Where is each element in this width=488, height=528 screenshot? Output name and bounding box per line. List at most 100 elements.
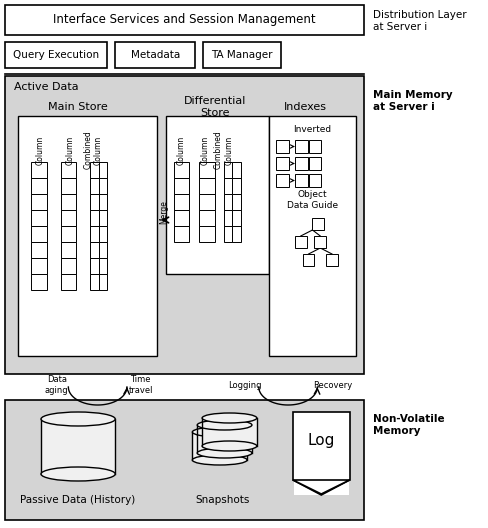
Bar <box>203 42 281 68</box>
Bar <box>18 116 157 356</box>
Bar <box>276 157 289 170</box>
Text: Data
aging: Data aging <box>45 375 68 395</box>
Bar <box>31 194 47 210</box>
Bar <box>99 226 107 242</box>
Bar <box>90 194 99 210</box>
Bar <box>174 210 189 226</box>
Bar <box>31 162 47 178</box>
Text: TA Manager: TA Manager <box>211 50 273 60</box>
Text: Non-Volatile
Memory: Non-Volatile Memory <box>373 414 445 436</box>
Bar <box>31 226 47 242</box>
Text: Object
Data Guide: Object Data Guide <box>287 190 338 210</box>
Bar <box>99 178 107 194</box>
Text: Distribution Layer
at Server i: Distribution Layer at Server i <box>373 10 467 32</box>
Bar <box>61 274 76 290</box>
Bar <box>199 178 215 194</box>
Ellipse shape <box>202 413 257 423</box>
Bar <box>192 432 247 460</box>
Bar <box>224 226 232 242</box>
Bar <box>268 116 356 356</box>
Bar <box>312 218 324 230</box>
Bar <box>5 42 107 68</box>
Bar <box>166 116 268 274</box>
Bar <box>5 76 364 374</box>
Text: Query Execution: Query Execution <box>13 50 99 60</box>
Bar <box>295 157 307 170</box>
Bar <box>61 210 76 226</box>
Text: Inverted: Inverted <box>293 126 331 135</box>
Bar <box>99 242 107 258</box>
Text: Combined
Column: Combined Column <box>83 130 102 169</box>
Bar <box>174 178 189 194</box>
Bar <box>61 242 76 258</box>
Bar <box>202 418 257 446</box>
Bar <box>99 258 107 274</box>
Bar <box>90 162 99 178</box>
Bar <box>293 412 349 480</box>
Ellipse shape <box>197 448 252 458</box>
Bar <box>199 194 215 210</box>
Ellipse shape <box>197 420 252 430</box>
Bar <box>31 242 47 258</box>
Bar <box>61 194 76 210</box>
Text: Column: Column <box>36 135 45 165</box>
Polygon shape <box>293 480 349 494</box>
Bar <box>174 194 189 210</box>
Bar <box>90 226 99 242</box>
Text: Merge: Merge <box>160 200 168 224</box>
Text: Metadata: Metadata <box>131 50 180 60</box>
Bar <box>199 210 215 226</box>
Bar <box>99 274 107 290</box>
Bar <box>295 174 307 187</box>
Bar <box>90 242 99 258</box>
Ellipse shape <box>41 412 115 426</box>
Text: Main Store: Main Store <box>48 102 108 112</box>
Bar <box>232 162 241 178</box>
Bar <box>295 236 306 248</box>
Bar <box>314 236 326 248</box>
Bar <box>61 226 76 242</box>
Text: Active Data: Active Data <box>14 82 78 92</box>
Bar <box>199 162 215 178</box>
Bar <box>308 174 321 187</box>
Bar <box>31 178 47 194</box>
Bar <box>197 425 252 453</box>
Text: Recovery: Recovery <box>313 381 353 390</box>
Bar <box>232 226 241 242</box>
Ellipse shape <box>202 441 257 451</box>
Bar <box>99 194 107 210</box>
Bar <box>295 140 307 153</box>
Bar <box>90 258 99 274</box>
Ellipse shape <box>192 427 247 437</box>
Bar <box>90 274 99 290</box>
Bar <box>31 258 47 274</box>
Bar <box>294 479 348 495</box>
Bar <box>224 194 232 210</box>
Bar <box>41 419 115 474</box>
Bar <box>174 226 189 242</box>
Bar <box>31 210 47 226</box>
Bar <box>174 162 189 178</box>
Bar <box>61 162 76 178</box>
Bar <box>308 157 321 170</box>
Text: Passive Data (History): Passive Data (History) <box>20 495 136 505</box>
Bar <box>308 140 321 153</box>
Bar <box>326 254 338 266</box>
Bar <box>90 178 99 194</box>
Bar <box>224 162 232 178</box>
Bar <box>99 162 107 178</box>
Bar <box>31 274 47 290</box>
Bar <box>276 174 289 187</box>
Bar <box>303 254 314 266</box>
Text: Differential
Store: Differential Store <box>183 96 246 118</box>
Bar <box>90 210 99 226</box>
Bar <box>232 194 241 210</box>
Bar <box>61 178 76 194</box>
Text: Log: Log <box>307 433 335 448</box>
Bar <box>199 226 215 242</box>
Ellipse shape <box>192 455 247 465</box>
Text: Snapshots: Snapshots <box>196 495 250 505</box>
Bar <box>99 210 107 226</box>
Bar <box>232 210 241 226</box>
Bar <box>5 5 364 35</box>
